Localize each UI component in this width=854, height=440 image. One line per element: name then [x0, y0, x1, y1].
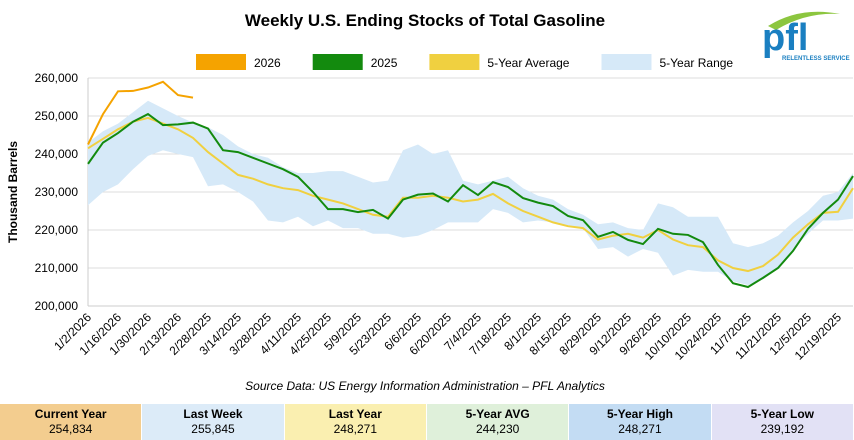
y-tick-label: 220,000 [35, 223, 79, 237]
legend-item: 2026 [196, 54, 281, 70]
logo-tagline: RELENTLESS SERVICE [782, 56, 850, 62]
summary-value: 244,230 [475, 422, 520, 436]
summary-label: 5-Year High [606, 407, 673, 421]
summary-label: 5-Year Low [750, 407, 814, 421]
summary-value: 255,845 [191, 422, 235, 436]
summary-value: 254,834 [48, 422, 93, 436]
summary-value: 248,271 [618, 422, 662, 436]
summary-cell: Current Year 254,834 [0, 404, 143, 440]
logo-text: pfl [762, 17, 808, 59]
logo-swoosh [768, 11, 840, 30]
y-tick-label: 250,000 [35, 109, 79, 123]
legend-label: 2025 [371, 56, 398, 70]
y-tick-label: 240,000 [35, 147, 79, 161]
summary-cell: Last Week 255,845 [142, 404, 285, 440]
series-line [87, 112, 854, 289]
series-line [87, 116, 854, 273]
legend-label: 5-Year Average [487, 56, 569, 70]
legend-label: 5-Year Range [659, 56, 733, 70]
legend-label: 2026 [254, 56, 281, 70]
range-band [88, 100, 853, 286]
legend-item: 5-Year Range [601, 54, 733, 70]
series-line [87, 80, 194, 145]
legend-item: 5-Year Average [429, 54, 570, 70]
legend-item: 2025 [312, 54, 398, 70]
legend-swatch [429, 54, 480, 70]
summary-label: 5-Year AVG [465, 407, 530, 421]
y-axis-title: Thousand Barrels [6, 141, 20, 243]
summary-label: Last Year [328, 407, 382, 421]
summary-value: 239,192 [760, 422, 804, 436]
legend-swatch [601, 54, 652, 70]
y-tick-label: 230,000 [35, 185, 79, 199]
logo: pfl RELENTLESS SERVICE [762, 11, 850, 62]
source-note: Source Data: US Energy Information Admin… [245, 379, 605, 393]
legend-swatch [196, 54, 246, 70]
y-tick-label: 200,000 [35, 299, 79, 313]
legend-swatch [312, 54, 363, 70]
summary-cell: 5-Year High 248,271 [569, 404, 712, 440]
summary-value: 248,271 [333, 422, 378, 436]
summary-cell: 5-Year Low 239,192 [711, 404, 854, 440]
y-tick-label: 260,000 [35, 71, 79, 85]
summary-label: Current Year [34, 407, 107, 421]
summary-label: Last Week [183, 407, 243, 421]
summary-bar: Current Year 254,834 Last Week 255,845 Last … [0, 404, 854, 440]
summary-cell: Last Year 248,271 [284, 404, 427, 440]
y-tick-label: 210,000 [35, 261, 79, 275]
chart-title: Weekly U.S. Ending Stocks of Total Gasol… [245, 11, 605, 30]
summary-cell: 5-Year AVG 244,230 [426, 404, 570, 440]
chart: Weekly U.S. Ending Stocks of Total Gasol… [6, 11, 854, 393]
